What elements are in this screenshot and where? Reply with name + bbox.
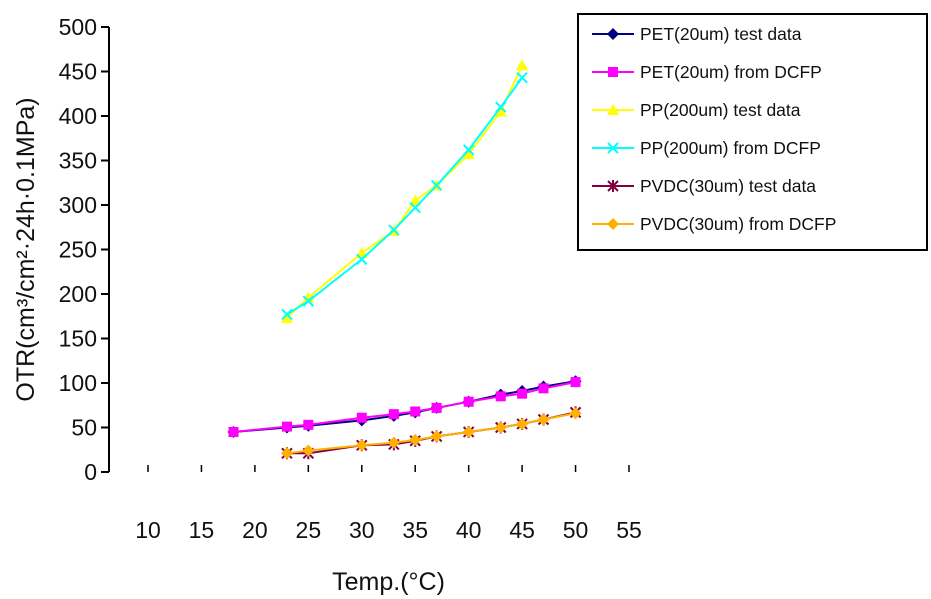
x-tick-label: 25 <box>296 517 322 543</box>
data-point <box>538 383 549 394</box>
data-point <box>409 194 422 206</box>
legend-label: PET(20um) test data <box>640 24 802 44</box>
legend-swatch-marker <box>607 180 619 192</box>
data-point <box>516 417 529 430</box>
x-axis-ticks: 10 15 20 25 30 35 40 45 50 55 <box>135 465 642 543</box>
legend-entry: PET(20um) from DCFP <box>592 62 822 82</box>
y-tick-label: 250 <box>59 237 97 263</box>
data-point <box>302 444 315 457</box>
data-point <box>281 308 293 321</box>
legend-swatch-marker <box>607 28 619 40</box>
legend-swatch-marker <box>608 67 618 77</box>
legend-label: PET(20um) from DCFP <box>640 62 822 82</box>
y-tick-label: 400 <box>59 103 97 129</box>
data-point <box>356 412 367 423</box>
x-tick-label: 35 <box>402 517 428 543</box>
series-6 <box>280 407 582 460</box>
data-point <box>430 430 443 443</box>
data-point <box>431 402 442 413</box>
legend: PET(20um) test data PET(20um) from DCFP PP… <box>577 13 928 251</box>
data-point <box>430 179 443 192</box>
y-tick-label: 0 <box>84 459 97 485</box>
series-layer <box>227 59 582 460</box>
x-tick-label: 10 <box>135 517 161 543</box>
legend-box <box>577 13 928 251</box>
x-tick-label: 45 <box>509 517 535 543</box>
data-point <box>495 101 507 113</box>
data-point <box>516 72 528 84</box>
legend-label: PVDC(30um) from DCFP <box>640 214 836 234</box>
data-point <box>280 447 293 460</box>
data-point <box>517 388 528 399</box>
series-line <box>286 64 524 319</box>
series-line <box>286 412 576 455</box>
x-tick-label: 20 <box>242 517 268 543</box>
data-point <box>537 413 550 426</box>
data-point <box>355 439 368 452</box>
y-tick-label: 100 <box>59 370 97 396</box>
data-point <box>228 426 239 437</box>
data-point <box>303 419 314 430</box>
data-point <box>569 407 582 420</box>
data-point <box>494 421 507 434</box>
data-point <box>495 391 506 402</box>
y-tick-label: 50 <box>71 415 97 441</box>
legend-entry: PET(20um) test data <box>592 24 802 44</box>
legend-swatch-marker <box>607 142 619 154</box>
data-point <box>388 409 399 420</box>
legend-entry: PVDC(30um) from DCFP <box>592 214 836 234</box>
data-point <box>462 425 475 438</box>
series-2 <box>228 377 581 437</box>
y-tick-label: 500 <box>59 14 97 40</box>
data-point <box>462 148 475 160</box>
data-point <box>516 59 529 71</box>
data-point <box>388 224 400 236</box>
data-point <box>280 312 293 324</box>
series-4 <box>281 72 528 321</box>
y-axis-ticks: 0 50 100 150 200 250 300 350 400 450 500 <box>59 14 109 485</box>
data-point <box>409 433 422 446</box>
x-tick-label: 40 <box>456 517 482 543</box>
x-tick-label: 15 <box>189 517 215 543</box>
data-point <box>281 421 292 432</box>
y-tick-label: 150 <box>59 326 97 352</box>
y-axis-title: OTR(cm³/cm²·24h·0.1MPa) <box>12 97 40 401</box>
data-point <box>494 105 507 117</box>
x-tick-label: 30 <box>349 517 375 543</box>
legend-label: PP(200um) from DCFP <box>640 138 821 158</box>
x-axis-title: Temp.(°C) <box>332 568 445 596</box>
data-point <box>463 396 474 407</box>
series-line <box>286 411 576 455</box>
series-3 <box>280 59 529 324</box>
data-point <box>410 406 421 417</box>
data-point <box>570 377 581 388</box>
legend-label: PVDC(30um) test data <box>640 176 816 196</box>
series-1 <box>227 375 582 438</box>
y-tick-label: 450 <box>59 59 97 85</box>
legend-swatch-marker <box>607 104 619 115</box>
y-tick-label: 300 <box>59 192 97 218</box>
legend-entry: PVDC(30um) test data <box>592 176 816 196</box>
series-5 <box>281 406 582 460</box>
y-tick-label: 200 <box>59 281 97 307</box>
data-point <box>302 295 315 307</box>
legend-swatch-marker <box>607 218 619 230</box>
data-point <box>387 436 400 449</box>
series-line <box>286 77 523 316</box>
legend-label: PP(200um) test data <box>640 100 801 120</box>
x-tick-label: 50 <box>563 517 589 543</box>
x-tick-label: 55 <box>616 517 642 543</box>
legend-entry: PP(200um) from DCFP <box>592 138 821 158</box>
y-tick-label: 350 <box>59 148 97 174</box>
legend-entry: PP(200um) test data <box>592 100 801 120</box>
data-point <box>409 201 421 214</box>
data-point <box>356 253 368 265</box>
data-point <box>462 144 475 156</box>
